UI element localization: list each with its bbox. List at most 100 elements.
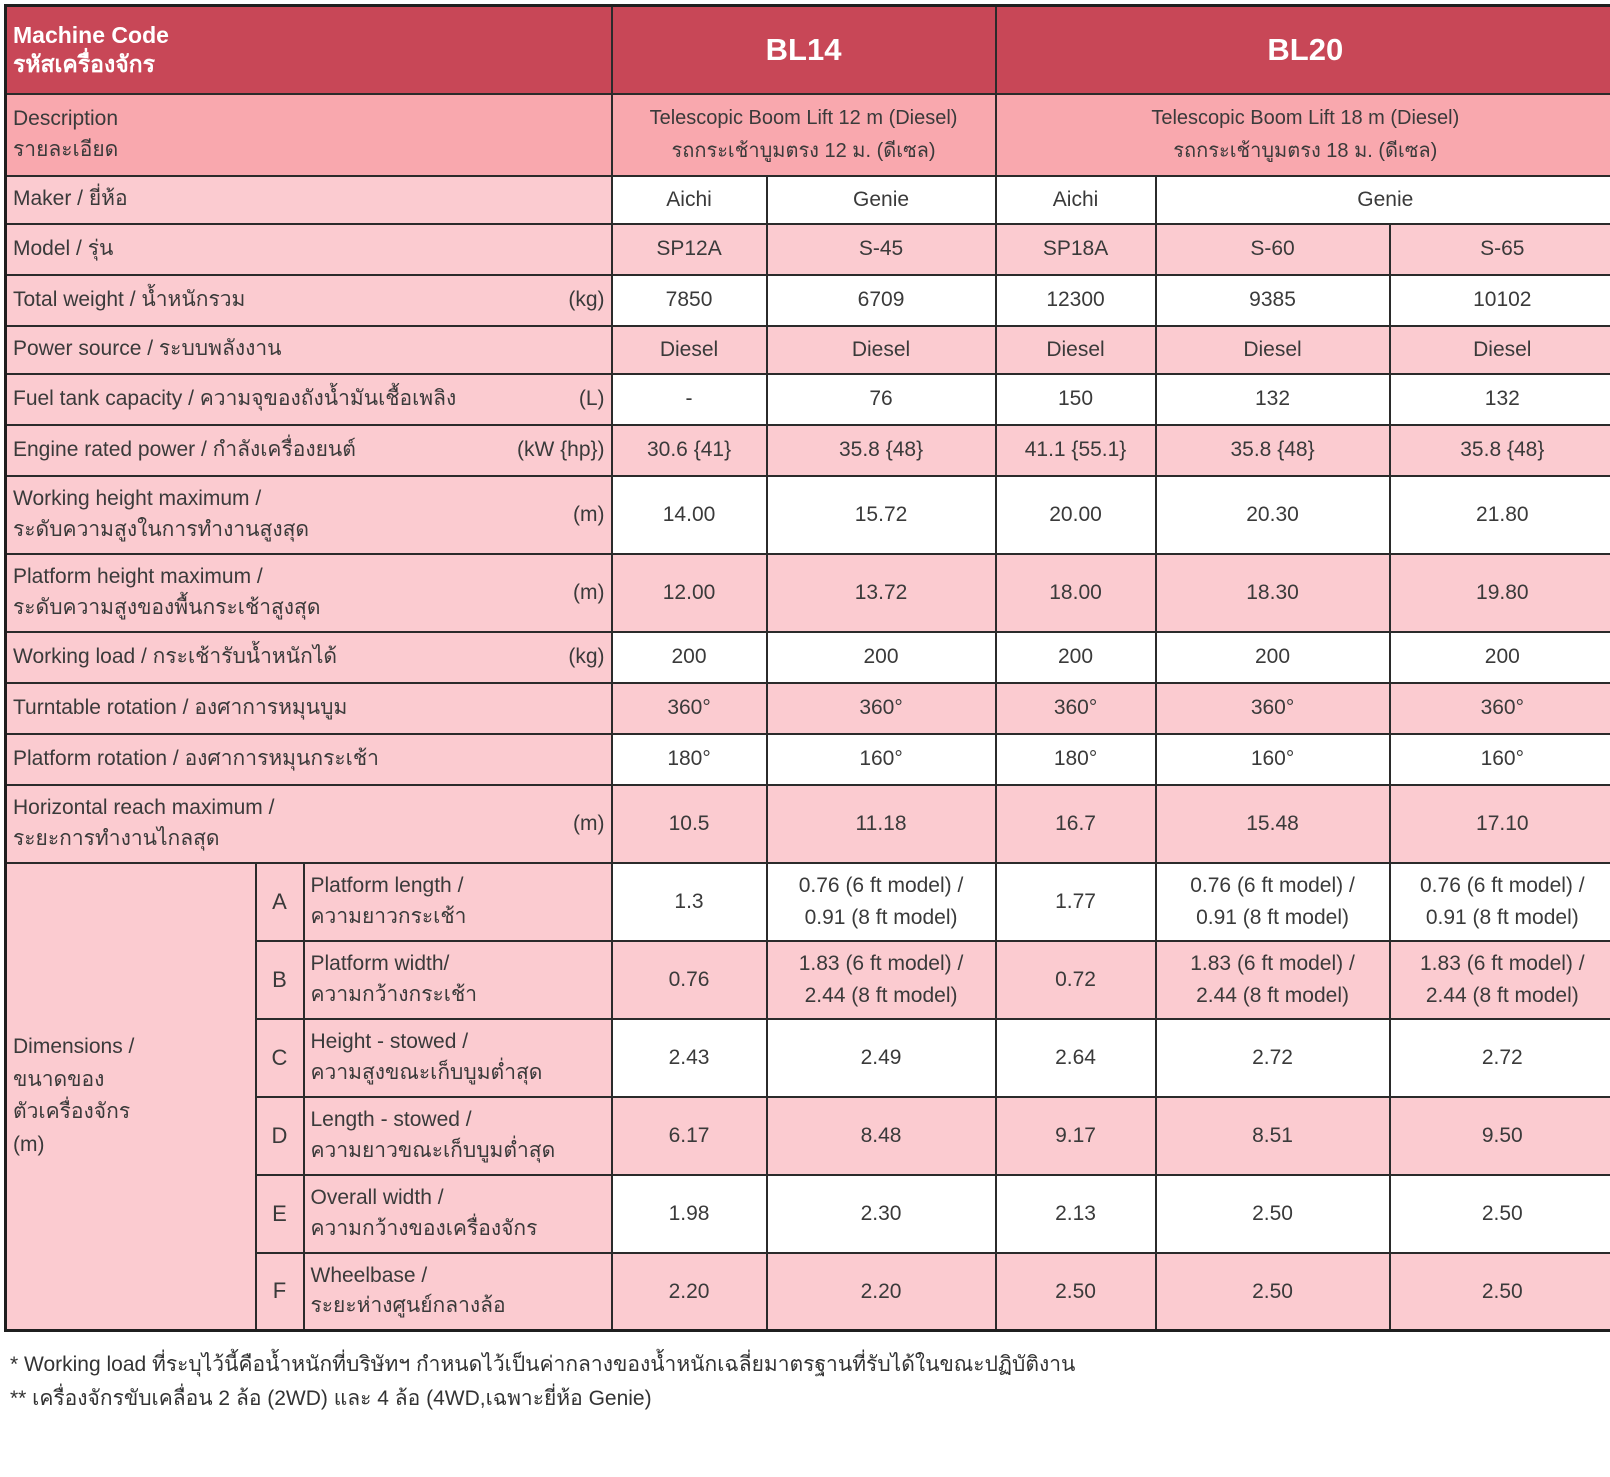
dim-value: 1.83 (6 ft model) / 2.44 (8 ft model)	[765, 939, 997, 1020]
dim-key: F	[254, 1251, 305, 1332]
machine-code-th: รหัสเครื่องจักร	[13, 50, 155, 77]
dim-value: 1.98	[610, 1173, 768, 1254]
model-label: Model / รุ่น	[4, 222, 613, 276]
dim-value: 2.50	[1388, 1251, 1610, 1332]
spec-value: Diesel	[765, 324, 997, 375]
dim-label: Platform width/ ความกว้างกระเช้า	[302, 939, 613, 1020]
dim-value: 2.64	[994, 1017, 1157, 1098]
dim-value: 2.20	[765, 1251, 997, 1332]
spec-value: 7850	[610, 273, 768, 327]
spec-value: 360°	[1154, 681, 1391, 735]
dim-label: Height - stowed / ความสูงขณะเก็บบูมต่ำสุ…	[302, 1017, 613, 1098]
spec-value: 180°	[994, 732, 1157, 786]
header-row: Machine Code รหัสเครื่องจักร BL14 BL20	[4, 4, 1610, 95]
dimensions-label: Dimensions / ขนาดของ ตัวเครื่องจักร (m)	[4, 861, 257, 1332]
spec-value: -	[610, 372, 768, 426]
dim-value: 2.50	[994, 1251, 1157, 1332]
spec-value: 11.18	[765, 783, 997, 864]
spec-value: 17.10	[1388, 783, 1610, 864]
dim-value: 2.20	[610, 1251, 768, 1332]
spec-table: Machine Code รหัสเครื่องจักร BL14 BL20 De…	[4, 4, 1610, 1332]
dim-row-d: D Length - stowed / ความยาวขณะเก็บบูมต่ำ…	[6, 1095, 1610, 1176]
spec-row-engine-power: Engine rated power / กำลังเครื่องยนต์ (kW…	[4, 423, 1610, 477]
spec-value: Diesel	[994, 324, 1157, 375]
maker-value: Aichi	[994, 174, 1157, 225]
unit: (m)	[573, 502, 605, 526]
description-label: Description รายละเอียด	[4, 92, 613, 177]
spec-value: 14.00	[610, 474, 768, 555]
maker-label: Maker / ยี่ห้อ	[4, 174, 613, 225]
model-row: Model / รุ่น SP12A S-45 SP18A S-60 S-65	[4, 222, 1610, 276]
model-value: S-45	[765, 222, 997, 276]
spec-row-power-source: Power source / ระบบพลังงาน Diesel Diesel…	[4, 324, 1610, 375]
spec-value: 160°	[1388, 732, 1610, 786]
spec-value: 13.72	[765, 552, 997, 633]
spec-label: Working load / กระเช้ารับน้ำหนักได้ (kg)	[4, 630, 613, 684]
unit: (kg)	[568, 645, 605, 668]
spec-value: 132	[1154, 372, 1391, 426]
dim-row-e: E Overall width / ความกว้างของเครื่องจัก…	[6, 1173, 1610, 1254]
unit: (kW {hp})	[517, 438, 605, 461]
spec-value: 200	[1388, 630, 1610, 684]
group-header-bl14: BL14	[610, 4, 997, 95]
spec-row-platform-height: Platform height maximum / ระดับความสูงขอ…	[4, 552, 1610, 633]
dim-label: Overall width / ความกว้างของเครื่องจักร	[302, 1173, 613, 1254]
description-bl20: Telescopic Boom Lift 18 m (Diesel) รถกระ…	[994, 92, 1610, 177]
dim-key: A	[254, 861, 305, 942]
dim-value: 8.48	[765, 1095, 997, 1176]
spec-value: 18.00	[994, 552, 1157, 633]
dim-value: 1.3	[610, 861, 768, 942]
dim-label: Platform length / ความยาวกระเช้า	[302, 861, 613, 942]
dim-value: 1.83 (6 ft model) / 2.44 (8 ft model)	[1388, 939, 1610, 1020]
machine-code-header: Machine Code รหัสเครื่องจักร	[4, 4, 613, 95]
spec-value: 12.00	[610, 552, 768, 633]
dim-value: 0.76 (6 ft model) / 0.91 (8 ft model)	[1388, 861, 1610, 942]
page: Machine Code รหัสเครื่องจักร BL14 BL20 De…	[4, 4, 1610, 1415]
dim-value: 2.13	[994, 1173, 1157, 1254]
spec-label: Platform rotation / องศาการหมุนกระเช้า	[4, 732, 613, 786]
dim-value: 2.50	[1154, 1251, 1391, 1332]
spec-value: 20.00	[994, 474, 1157, 555]
spec-row-working-load: Working load / กระเช้ารับน้ำหนักได้ (kg) …	[4, 630, 1610, 684]
spec-label: Turntable rotation / องศาการหมุนบูม	[4, 681, 613, 735]
dim-label: Wheelbase / ระยะห่างศูนย์กลางล้อ	[302, 1251, 613, 1332]
footnotes: * Working load ที่ระบุไว้นี้คือน้ำหนักที…	[10, 1348, 1606, 1415]
dim-key: E	[254, 1173, 305, 1254]
unit: (m)	[573, 811, 605, 835]
spec-row-working-height: Working height maximum / ระดับความสูงในก…	[4, 474, 1610, 555]
description-bl14: Telescopic Boom Lift 12 m (Diesel) รถกระ…	[610, 92, 997, 177]
spec-value: Diesel	[1154, 324, 1391, 375]
model-value: S-60	[1154, 222, 1391, 276]
spec-value: 10102	[1388, 273, 1610, 327]
spec-value: 6709	[765, 273, 997, 327]
model-value: S-65	[1388, 222, 1610, 276]
spec-value: 200	[1154, 630, 1391, 684]
spec-label: Fuel tank capacity / ความจุของถังน้ำมันเ…	[4, 372, 613, 426]
spec-value: 160°	[1154, 732, 1391, 786]
maker-value: Aichi	[610, 174, 768, 225]
spec-value: 10.5	[610, 783, 768, 864]
dim-value: 2.72	[1388, 1017, 1610, 1098]
unit: (m)	[573, 580, 605, 604]
dim-value: 1.83 (6 ft model) / 2.44 (8 ft model)	[1154, 939, 1391, 1020]
spec-label: Horizontal reach maximum / ระยะการทำงานไ…	[4, 783, 613, 864]
spec-value: 150	[994, 372, 1157, 426]
spec-value: 76	[765, 372, 997, 426]
dim-row-c: C Height - stowed / ความสูงขณะเก็บบูมต่ำ…	[6, 1017, 1610, 1098]
dim-value: 8.51	[1154, 1095, 1391, 1176]
spec-value: 30.6 {41}	[610, 423, 768, 477]
spec-value: 360°	[994, 681, 1157, 735]
spec-value: 20.30	[1154, 474, 1391, 555]
spec-value: 200	[765, 630, 997, 684]
dim-value: 0.72	[994, 939, 1157, 1020]
spec-value: 180°	[610, 732, 768, 786]
dim-row-b: B Platform width/ ความกว้างกระเช้า 0.76 …	[6, 939, 1610, 1020]
spec-value: 35.8 {48}	[1388, 423, 1610, 477]
spec-label: Power source / ระบบพลังงาน	[4, 324, 613, 375]
description-row: Description รายละเอียด Telescopic Boom L…	[4, 92, 1610, 177]
dim-value: 0.76 (6 ft model) / 0.91 (8 ft model)	[765, 861, 997, 942]
spec-value: Diesel	[610, 324, 768, 375]
spec-label: Engine rated power / กำลังเครื่องยนต์ (kW…	[4, 423, 613, 477]
dim-value: 9.50	[1388, 1095, 1610, 1176]
model-value: SP12A	[610, 222, 768, 276]
